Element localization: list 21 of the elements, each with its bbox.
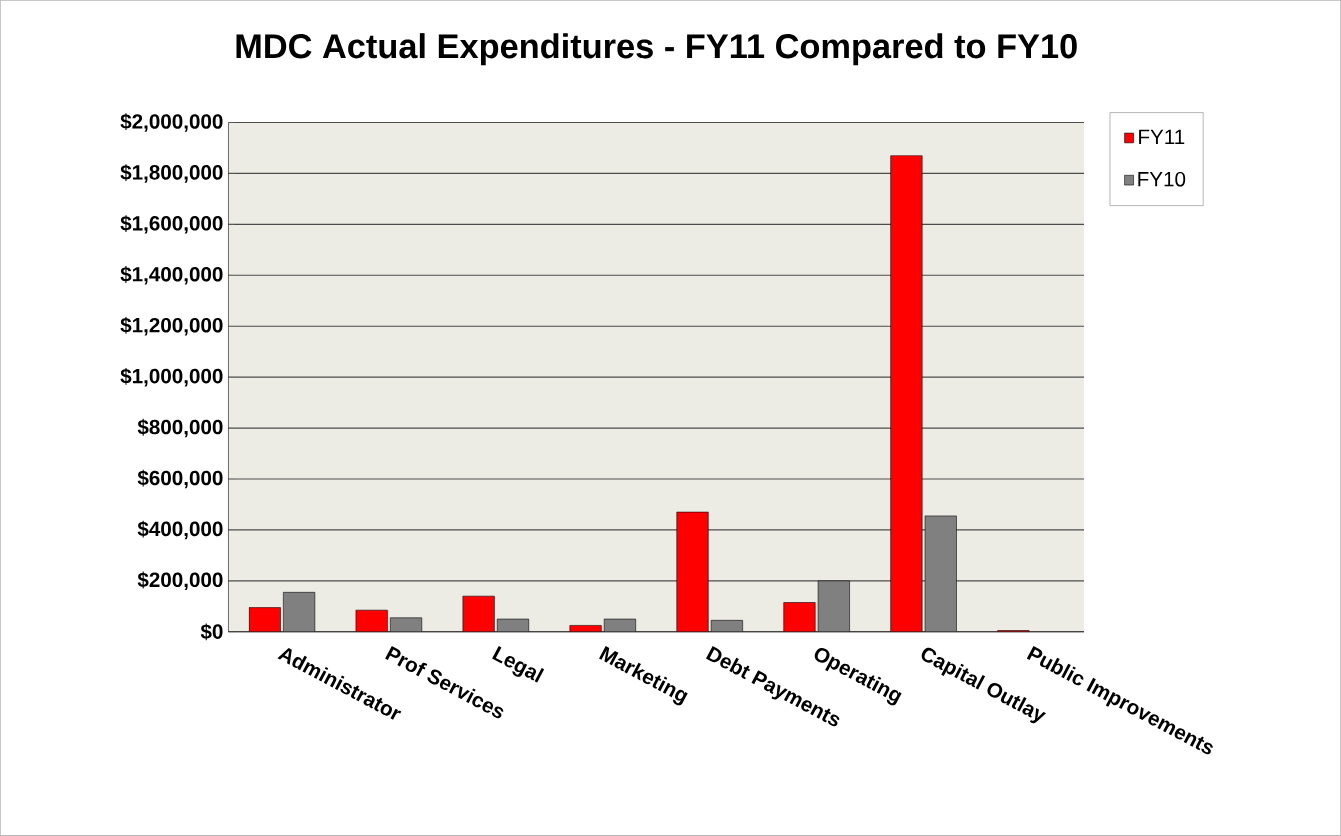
y-tick-label: $1,600,000 <box>120 215 223 234</box>
y-tick-label: $0 <box>200 623 223 641</box>
y-tick-label: $400,000 <box>137 520 223 540</box>
y-tick-label: $800,000 <box>137 418 223 438</box>
y-tick-label: $1,400,000 <box>120 266 223 285</box>
bar <box>283 592 315 632</box>
chart-title: MDC Actual Expenditures - FY11 Compared to FY10 <box>236 33 1077 66</box>
bar <box>248 607 281 632</box>
bar <box>462 595 495 632</box>
y-tick-label: $1,200,000 <box>120 317 223 336</box>
bar <box>818 580 850 632</box>
bar <box>924 515 957 632</box>
bar <box>355 609 388 632</box>
legend-label: FY11 <box>1139 129 1185 145</box>
legend-label: FY10 <box>1138 172 1186 187</box>
y-tick-label: $1,800,000 <box>120 164 223 183</box>
y-tick-label: $600,000 <box>137 469 223 489</box>
y-tick-label: $2,000,000 <box>120 113 223 132</box>
y-tick-label: $1,000,000 <box>120 368 223 387</box>
y-tick-label: $200,000 <box>137 571 223 591</box>
bar <box>569 625 602 632</box>
